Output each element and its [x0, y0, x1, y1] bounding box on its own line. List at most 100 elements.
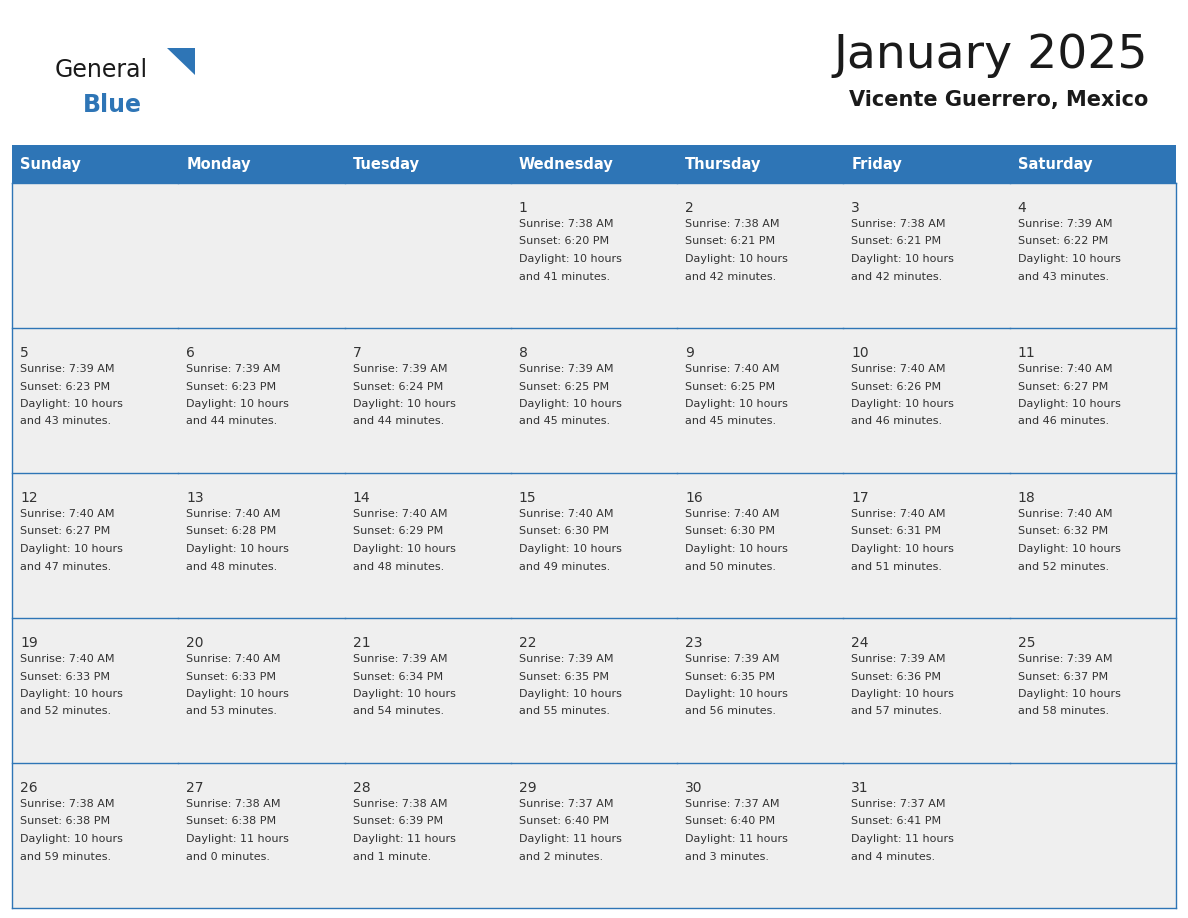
Text: 15: 15	[519, 491, 537, 505]
Text: and 48 minutes.: and 48 minutes.	[187, 562, 278, 572]
Text: Sunset: 6:35 PM: Sunset: 6:35 PM	[685, 671, 775, 681]
Text: Daylight: 10 hours: Daylight: 10 hours	[353, 399, 455, 409]
Text: Daylight: 10 hours: Daylight: 10 hours	[852, 689, 954, 699]
Text: Daylight: 10 hours: Daylight: 10 hours	[852, 399, 954, 409]
Bar	[677, 618, 843, 763]
Text: Sunrise: 7:39 AM: Sunrise: 7:39 AM	[20, 364, 114, 374]
Text: Sunrise: 7:40 AM: Sunrise: 7:40 AM	[187, 654, 280, 664]
Text: Daylight: 10 hours: Daylight: 10 hours	[1018, 399, 1120, 409]
Text: Daylight: 10 hours: Daylight: 10 hours	[187, 689, 289, 699]
Text: Sunset: 6:34 PM: Sunset: 6:34 PM	[353, 671, 443, 681]
Text: Sunset: 6:23 PM: Sunset: 6:23 PM	[187, 382, 277, 391]
Text: Daylight: 10 hours: Daylight: 10 hours	[852, 254, 954, 264]
Text: Sunrise: 7:38 AM: Sunrise: 7:38 AM	[685, 219, 779, 229]
Text: 19: 19	[20, 636, 38, 650]
Text: Sunset: 6:40 PM: Sunset: 6:40 PM	[685, 816, 776, 826]
Text: Sunset: 6:33 PM: Sunset: 6:33 PM	[20, 671, 110, 681]
Text: and 45 minutes.: and 45 minutes.	[685, 417, 776, 427]
Text: Sunset: 6:37 PM: Sunset: 6:37 PM	[1018, 671, 1108, 681]
Text: Daylight: 10 hours: Daylight: 10 hours	[20, 689, 122, 699]
Text: 21: 21	[353, 636, 371, 650]
Bar	[178, 183, 345, 328]
Text: Daylight: 10 hours: Daylight: 10 hours	[1018, 254, 1120, 264]
Text: Sunset: 6:27 PM: Sunset: 6:27 PM	[1018, 382, 1108, 391]
Bar	[1010, 328, 1176, 473]
Text: Sunrise: 7:39 AM: Sunrise: 7:39 AM	[519, 364, 613, 374]
Text: 28: 28	[353, 781, 371, 795]
Text: 4: 4	[1018, 201, 1026, 215]
Text: Daylight: 10 hours: Daylight: 10 hours	[20, 399, 122, 409]
Bar	[345, 183, 511, 328]
Text: 5: 5	[20, 346, 29, 360]
Text: Sunset: 6:23 PM: Sunset: 6:23 PM	[20, 382, 110, 391]
Bar	[1010, 145, 1176, 183]
Text: Sunset: 6:39 PM: Sunset: 6:39 PM	[353, 816, 443, 826]
Text: Sunset: 6:38 PM: Sunset: 6:38 PM	[187, 816, 277, 826]
Text: 24: 24	[852, 636, 868, 650]
Text: and 45 minutes.: and 45 minutes.	[519, 417, 609, 427]
Text: Sunset: 6:32 PM: Sunset: 6:32 PM	[1018, 527, 1108, 536]
Text: Friday: Friday	[852, 156, 902, 172]
Bar	[843, 763, 1010, 908]
Text: Sunrise: 7:37 AM: Sunrise: 7:37 AM	[852, 799, 946, 809]
Text: and 43 minutes.: and 43 minutes.	[20, 417, 112, 427]
Text: and 1 minute.: and 1 minute.	[353, 852, 431, 861]
Text: 13: 13	[187, 491, 204, 505]
Bar	[677, 145, 843, 183]
Text: 1: 1	[519, 201, 527, 215]
Text: Sunrise: 7:39 AM: Sunrise: 7:39 AM	[1018, 219, 1112, 229]
Text: and 51 minutes.: and 51 minutes.	[852, 562, 942, 572]
Text: Sunset: 6:31 PM: Sunset: 6:31 PM	[852, 527, 941, 536]
Text: 11: 11	[1018, 346, 1036, 360]
Text: Daylight: 11 hours: Daylight: 11 hours	[519, 834, 621, 844]
Text: Sunrise: 7:38 AM: Sunrise: 7:38 AM	[20, 799, 114, 809]
Bar	[12, 328, 178, 473]
Bar	[12, 145, 178, 183]
Text: 29: 29	[519, 781, 537, 795]
Text: 20: 20	[187, 636, 204, 650]
Bar	[511, 618, 677, 763]
Bar	[511, 763, 677, 908]
Bar	[677, 763, 843, 908]
Text: Daylight: 10 hours: Daylight: 10 hours	[519, 544, 621, 554]
Text: Daylight: 10 hours: Daylight: 10 hours	[353, 689, 455, 699]
Text: Sunset: 6:25 PM: Sunset: 6:25 PM	[685, 382, 776, 391]
Text: Sunrise: 7:40 AM: Sunrise: 7:40 AM	[1018, 509, 1112, 519]
Text: Sunset: 6:29 PM: Sunset: 6:29 PM	[353, 527, 443, 536]
Text: Sunset: 6:30 PM: Sunset: 6:30 PM	[685, 527, 775, 536]
Text: Saturday: Saturday	[1018, 156, 1092, 172]
Bar	[178, 145, 345, 183]
Text: and 46 minutes.: and 46 minutes.	[852, 417, 942, 427]
Text: Sunset: 6:25 PM: Sunset: 6:25 PM	[519, 382, 609, 391]
Text: Sunrise: 7:40 AM: Sunrise: 7:40 AM	[1018, 364, 1112, 374]
Bar	[843, 618, 1010, 763]
Bar	[1010, 183, 1176, 328]
Bar	[345, 618, 511, 763]
Bar	[178, 328, 345, 473]
Bar	[345, 328, 511, 473]
Bar	[178, 618, 345, 763]
Text: and 52 minutes.: and 52 minutes.	[1018, 562, 1108, 572]
Text: General: General	[55, 58, 148, 82]
Text: Sunset: 6:27 PM: Sunset: 6:27 PM	[20, 527, 110, 536]
Text: Sunrise: 7:40 AM: Sunrise: 7:40 AM	[519, 509, 613, 519]
Text: and 44 minutes.: and 44 minutes.	[187, 417, 278, 427]
Text: Sunset: 6:24 PM: Sunset: 6:24 PM	[353, 382, 443, 391]
Text: Sunset: 6:33 PM: Sunset: 6:33 PM	[187, 671, 277, 681]
Text: and 54 minutes.: and 54 minutes.	[353, 707, 443, 717]
Text: Blue: Blue	[83, 93, 143, 117]
Text: and 42 minutes.: and 42 minutes.	[852, 272, 943, 282]
Text: Daylight: 10 hours: Daylight: 10 hours	[353, 544, 455, 554]
Text: Sunset: 6:21 PM: Sunset: 6:21 PM	[685, 237, 776, 247]
Text: and 2 minutes.: and 2 minutes.	[519, 852, 604, 861]
Bar	[843, 473, 1010, 618]
Text: Daylight: 10 hours: Daylight: 10 hours	[852, 544, 954, 554]
Text: Sunrise: 7:40 AM: Sunrise: 7:40 AM	[685, 364, 779, 374]
Text: 30: 30	[685, 781, 702, 795]
Text: Sunset: 6:40 PM: Sunset: 6:40 PM	[519, 816, 609, 826]
Text: 25: 25	[1018, 636, 1035, 650]
Text: Sunrise: 7:39 AM: Sunrise: 7:39 AM	[353, 654, 447, 664]
Bar	[511, 473, 677, 618]
Text: Sunset: 6:38 PM: Sunset: 6:38 PM	[20, 816, 110, 826]
Text: Daylight: 10 hours: Daylight: 10 hours	[519, 254, 621, 264]
